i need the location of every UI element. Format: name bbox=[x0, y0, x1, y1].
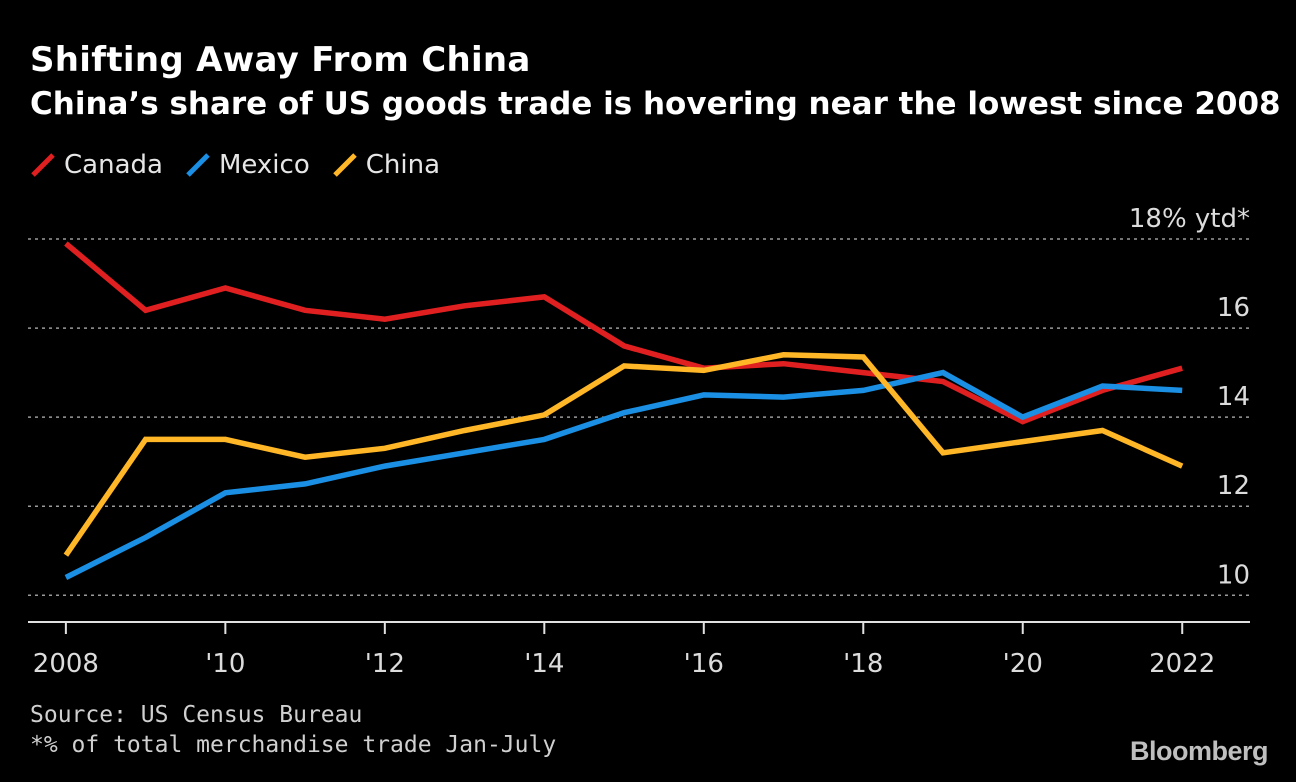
x-tick-label: 2022 bbox=[1149, 649, 1215, 679]
series-lines bbox=[63, 241, 1184, 580]
series-line-mexico bbox=[64, 369, 1183, 580]
y-tick-label: 12 bbox=[1217, 471, 1250, 501]
legend-item-canada: Canada bbox=[30, 150, 163, 180]
legend-label: Mexico bbox=[218, 150, 310, 180]
line-swatch-icon bbox=[31, 153, 55, 177]
series-line-canada bbox=[64, 241, 1183, 425]
x-tick-label: '10 bbox=[205, 649, 245, 679]
x-tick-label: '20 bbox=[1003, 649, 1043, 679]
x-tick-label: '18 bbox=[843, 649, 883, 679]
x-tick-label: '12 bbox=[365, 649, 405, 679]
legend-label: China bbox=[365, 150, 441, 180]
chart-subtitle: China’s share of US goods trade is hover… bbox=[30, 86, 1281, 122]
y-tick-label: 16 bbox=[1217, 293, 1250, 323]
bloomberg-logo: Bloomberg bbox=[1129, 736, 1269, 766]
x-axis bbox=[28, 621, 1250, 634]
legend-item-mexico: Mexico bbox=[185, 150, 310, 180]
footnote: *% of total merchandise trade Jan-July bbox=[30, 732, 557, 758]
y-tick-label: 10 bbox=[1217, 560, 1250, 590]
series-line-china bbox=[63, 352, 1184, 557]
legend: Canada Mexico China bbox=[30, 150, 462, 180]
line-swatch-icon bbox=[186, 153, 210, 177]
legend-item-china: China bbox=[332, 150, 440, 180]
gridlines bbox=[28, 238, 1250, 597]
x-tick-label: 2008 bbox=[33, 649, 99, 679]
x-tick-label: '14 bbox=[524, 649, 564, 679]
line-swatch-icon bbox=[332, 153, 357, 177]
x-axis-labels: 2008 '10 '12 '14 '16 '18 '20 2022 bbox=[33, 649, 1216, 679]
x-tick-label: '16 bbox=[684, 649, 724, 679]
y-tick-label: 14 bbox=[1217, 382, 1250, 412]
legend-label: Canada bbox=[64, 150, 163, 180]
source-note: Source: US Census Bureau bbox=[30, 702, 363, 728]
y-tick-label: 18% ytd* bbox=[1129, 204, 1250, 234]
chart-title: Shifting Away From China bbox=[30, 40, 531, 80]
y-axis-labels: 18% ytd* 16 14 12 10 bbox=[1129, 204, 1250, 590]
